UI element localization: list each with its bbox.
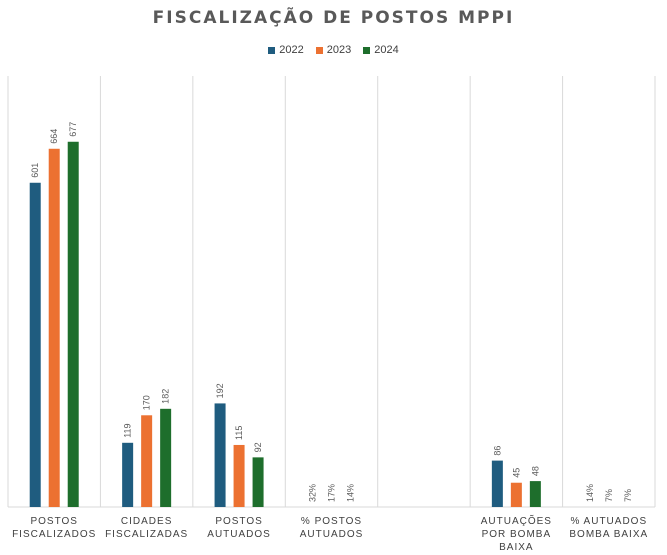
data-label-2024-cat5: 48 (530, 466, 540, 476)
category-label: % POSTOS (301, 516, 362, 527)
data-label-2023-cat2: 115 (234, 426, 244, 440)
bar-2024-cat0 (67, 141, 79, 508)
bar-2023-cat0 (48, 148, 60, 507)
legend-label-2022: 2022 (279, 44, 304, 56)
category-label: AUTUADOS (207, 529, 271, 540)
bar-2022-cat5 (491, 460, 503, 507)
data-label-2023-cat0: 664 (49, 129, 59, 144)
category-label: POSTOS (215, 516, 263, 527)
bar-2024-cat1 (160, 408, 172, 507)
chart-title: FISCALIZAÇÃO DE POSTOS MPPI (152, 8, 515, 28)
bar-2022-cat2 (214, 403, 226, 507)
data-label-2023-cat5: 45 (511, 468, 521, 478)
data-label-2023-cat6: 7% (604, 489, 614, 502)
data-label-2022-cat3: 32% (308, 484, 318, 502)
category-label: FISCALIZADAS (105, 529, 188, 540)
category-label: % AUTUADOS (570, 516, 647, 527)
legend: 2022 2023 2024 (0, 44, 667, 56)
legend-swatch-2023 (315, 46, 323, 54)
legend-item-2024: 2024 (363, 44, 399, 56)
data-label-2022-cat1: 119 (123, 423, 133, 437)
bar-2022-cat1 (122, 442, 134, 507)
legend-label-2024: 2024 (374, 44, 399, 56)
data-label-2022-cat0: 601 (30, 163, 40, 178)
legend-label-2023: 2023 (326, 44, 352, 56)
data-label-2024-cat3: 14% (346, 484, 356, 502)
legend-item-2023: 2023 (315, 44, 352, 56)
category-label: FISCALIZADOS (12, 529, 96, 540)
data-label-2023-cat3: 17% (327, 484, 337, 502)
data-label-2022-cat6: 14% (585, 484, 595, 502)
bar-2024-cat2 (252, 457, 264, 507)
category-label: BOMBA BAIXA (569, 529, 648, 540)
data-label-2023-cat1: 170 (142, 395, 152, 410)
bar-2023-cat5 (510, 482, 522, 507)
category-label: POR BOMBA (482, 529, 552, 540)
category-label: CIDADES (121, 516, 172, 527)
data-label-2022-cat2: 192 (215, 383, 225, 398)
data-label-2024-cat1: 182 (161, 389, 171, 404)
data-label-2024-cat2: 92 (253, 442, 263, 452)
legend-swatch-2022 (268, 46, 276, 54)
bar-2023-cat2 (233, 444, 245, 507)
category-label: BAIXA (499, 542, 533, 553)
bar-2022-cat0 (29, 182, 41, 507)
data-label-2022-cat5: 86 (492, 446, 502, 456)
category-label: AUTUAÇÕES (481, 514, 552, 527)
legend-swatch-2024 (363, 46, 371, 54)
bar-2023-cat1 (141, 415, 153, 507)
data-label-2024-cat6: 7% (623, 489, 633, 502)
bar-2024-cat5 (529, 481, 541, 507)
category-label: POSTOS (30, 516, 78, 527)
legend-item-2022: 2022 (268, 44, 304, 56)
data-label-2024-cat0: 677 (68, 122, 78, 137)
category-label: AUTUADOS (300, 529, 364, 540)
